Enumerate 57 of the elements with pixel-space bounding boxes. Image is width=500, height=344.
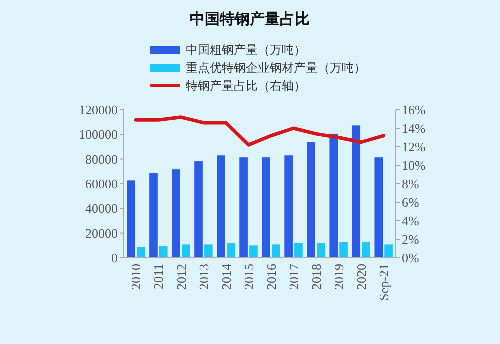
y2-tick-label: 0%: [402, 250, 420, 266]
y-tick-label: 0: [112, 250, 118, 266]
bar: [284, 156, 293, 258]
bar: [362, 242, 370, 258]
bar: [262, 158, 270, 258]
y-tick-label: 120000: [79, 102, 118, 118]
bar: [352, 126, 361, 258]
y2-tick-label: 14%: [402, 121, 426, 136]
bar: [194, 162, 203, 258]
y-tick-label: 60000: [86, 176, 118, 192]
bar: [217, 156, 226, 258]
x-tick-label: 2017: [286, 264, 302, 290]
x-tick-label: 2013: [196, 264, 212, 290]
x-tick-label: 2014: [218, 264, 234, 290]
bar: [136, 247, 146, 258]
y-tick-label: 40000: [86, 201, 118, 216]
y-tick-label: 20000: [86, 226, 118, 241]
bar: [307, 142, 316, 258]
y2-tick-label: 4%: [402, 214, 420, 229]
legend-label: 中国粗钢产量（万吨）: [186, 43, 306, 58]
y2-tick-label: 6%: [402, 195, 420, 210]
bar: [374, 158, 384, 258]
bar: [384, 244, 393, 258]
y-tick-label: 100000: [79, 127, 118, 142]
x-tick-label: 2012: [174, 264, 189, 290]
x-tick-label: Sep-21: [376, 264, 392, 301]
y2-tick-label: 12%: [402, 140, 426, 155]
y2-tick-label: 10%: [402, 158, 426, 174]
legend-label: 重点优特钢企业钢材产量（万吨）: [186, 61, 366, 76]
x-tick-label: 2018: [308, 264, 324, 290]
bar: [272, 244, 280, 258]
y-tick-label: 80000: [86, 152, 118, 167]
bar: [340, 242, 348, 258]
bar: [182, 244, 190, 258]
y2-tick-label: 8%: [402, 176, 420, 192]
chart-title: 中国特钢产量占比: [190, 10, 310, 28]
y2-tick-label: 16%: [402, 102, 426, 118]
bar: [240, 158, 248, 258]
x-tick-label: 2020: [354, 264, 369, 290]
bar: [127, 180, 136, 258]
line-series: [134, 116, 386, 147]
bar: [330, 134, 338, 258]
bar: [150, 174, 158, 258]
bar: [204, 244, 213, 258]
legend-label: 特钢产量占比（右轴）: [186, 79, 306, 94]
y2-tick-label: 2%: [402, 232, 420, 248]
bar: [294, 243, 303, 258]
bar: [159, 246, 168, 258]
x-tick-label: 2010: [128, 264, 144, 290]
x-tick-label: 2015: [241, 264, 256, 290]
bar: [172, 170, 180, 258]
bar: [317, 243, 326, 258]
bar: [250, 246, 258, 258]
x-tick-label: 2016: [264, 264, 279, 290]
x-tick-label: 2019: [331, 264, 346, 290]
x-tick-label: 2011: [151, 264, 166, 290]
bar: [227, 243, 236, 258]
